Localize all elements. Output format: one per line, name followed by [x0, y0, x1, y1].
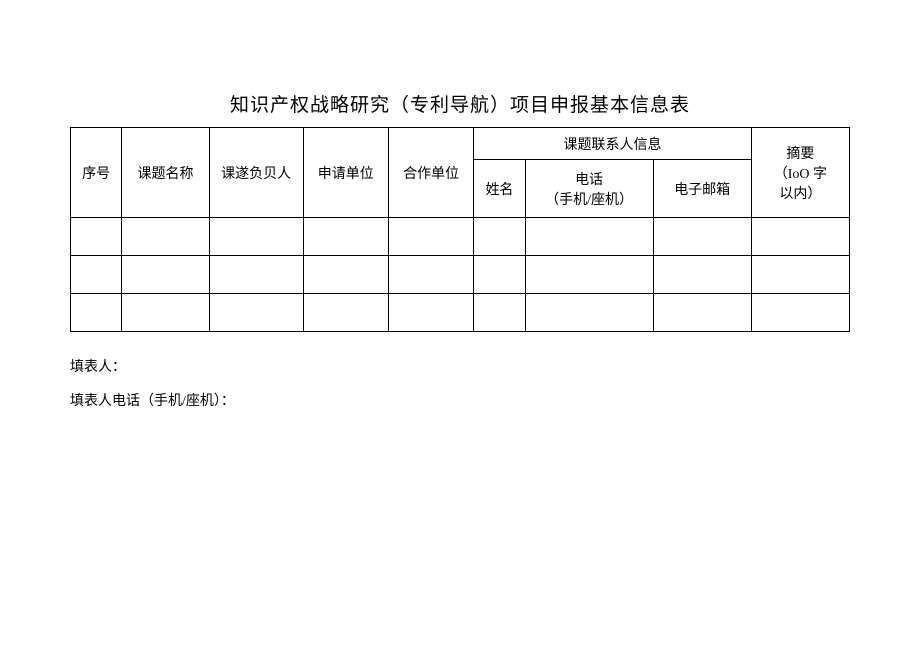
cell-topic-name: [122, 256, 210, 294]
cell-contact-email: [653, 294, 751, 332]
cell-apply-unit: [303, 294, 388, 332]
cell-apply-unit: [303, 256, 388, 294]
header-contact-phone: 电话 （手机/座机）: [525, 160, 653, 218]
table-row: [71, 256, 850, 294]
cell-contact-phone: [525, 218, 653, 256]
cell-contact-email: [653, 218, 751, 256]
footer-labels: 填表人： 填表人电话（手机/座机）：: [70, 356, 850, 410]
cell-summary: [751, 218, 849, 256]
cell-contact-phone: [525, 256, 653, 294]
table-row: [71, 294, 850, 332]
table-row: [71, 218, 850, 256]
header-leader: 课遂负贝人: [209, 128, 303, 218]
filler-phone-label: 填表人电话（手机/座机）：: [70, 390, 850, 410]
header-topic-name: 课题名称: [122, 128, 210, 218]
header-contact-name: 姓名: [474, 160, 525, 218]
cell-seq: [71, 218, 122, 256]
cell-coop-unit: [388, 218, 473, 256]
cell-seq: [71, 256, 122, 294]
cell-apply-unit: [303, 218, 388, 256]
cell-contact-name: [474, 256, 525, 294]
cell-topic-name: [122, 218, 210, 256]
cell-contact-name: [474, 218, 525, 256]
cell-contact-name: [474, 294, 525, 332]
info-table: 序号 课题名称 课遂负贝人 申请单位 合作单位 课题联系人信息 摘要 （IoO …: [70, 127, 850, 332]
cell-contact-email: [653, 256, 751, 294]
cell-leader: [209, 294, 303, 332]
header-seq: 序号: [71, 128, 122, 218]
cell-contact-phone: [525, 294, 653, 332]
cell-leader: [209, 218, 303, 256]
header-summary: 摘要 （IoO 字 以内）: [751, 128, 849, 218]
page-title: 知识产权战略研究（专利导航）项目申报基本信息表: [70, 90, 850, 117]
cell-coop-unit: [388, 294, 473, 332]
cell-leader: [209, 256, 303, 294]
cell-summary: [751, 294, 849, 332]
filler-label: 填表人：: [70, 356, 850, 376]
header-contact-group: 课题联系人信息: [474, 128, 751, 160]
cell-topic-name: [122, 294, 210, 332]
cell-seq: [71, 294, 122, 332]
cell-coop-unit: [388, 256, 473, 294]
cell-summary: [751, 256, 849, 294]
header-contact-email: 电子邮箱: [653, 160, 751, 218]
header-apply-unit: 申请单位: [303, 128, 388, 218]
header-coop-unit: 合作单位: [388, 128, 473, 218]
